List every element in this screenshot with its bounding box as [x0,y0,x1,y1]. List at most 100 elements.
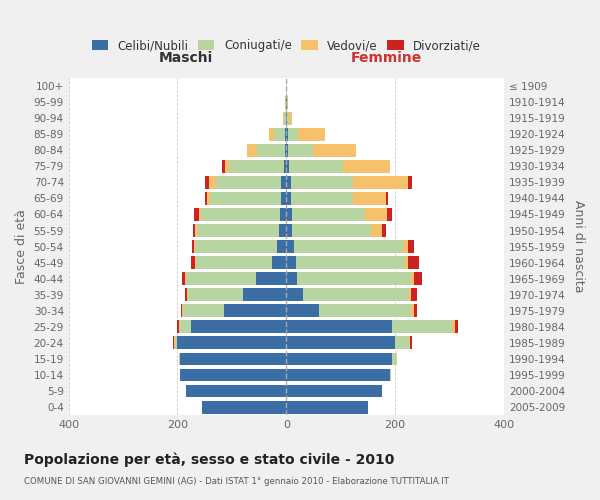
Bar [392,352,397,366]
Bar [409,336,410,349]
Bar [178,336,286,349]
Bar [188,288,243,301]
Bar [455,320,458,334]
Bar [289,160,343,172]
Bar [215,176,281,189]
Bar [412,288,417,301]
Bar [185,272,256,285]
Bar [353,192,386,205]
Bar [175,336,178,349]
Y-axis label: Anni di nascita: Anni di nascita [572,200,585,293]
Bar [178,320,179,334]
Bar [283,112,284,124]
Bar [225,160,229,172]
Bar [201,208,280,221]
Bar [285,128,286,140]
Bar [182,272,185,285]
Bar [286,160,289,172]
Bar [286,336,395,349]
Bar [414,272,422,285]
Bar [194,208,199,221]
Bar [199,208,201,221]
Y-axis label: Fasce di età: Fasce di età [15,209,28,284]
Bar [392,320,452,334]
Bar [286,256,296,269]
Bar [289,112,292,124]
Bar [287,96,289,108]
Bar [296,256,405,269]
Legend: Celibi/Nubili, Coniugati/e, Vedovi/e, Divorziati/e: Celibi/Nubili, Coniugati/e, Vedovi/e, Di… [89,36,484,54]
Bar [343,160,389,172]
Bar [180,320,191,334]
Bar [286,304,319,317]
Bar [208,192,210,205]
Bar [288,128,298,140]
Bar [247,144,257,156]
Bar [287,112,289,124]
Bar [284,160,286,172]
Bar [302,288,409,301]
Bar [280,208,286,221]
Bar [179,320,180,334]
Bar [272,256,286,269]
Bar [412,304,414,317]
Bar [202,400,286,413]
Bar [292,224,371,237]
Bar [229,160,284,172]
Bar [382,224,386,237]
Bar [286,224,292,237]
Bar [290,176,353,189]
Bar [395,336,409,349]
Bar [195,256,196,269]
Bar [407,176,412,189]
Bar [286,240,294,253]
Bar [409,288,412,301]
Bar [224,304,286,317]
Bar [185,384,286,398]
Bar [210,192,281,205]
Bar [403,240,408,253]
Bar [187,288,188,301]
Bar [289,144,313,156]
Bar [180,352,286,366]
Bar [286,208,292,221]
Text: Maschi: Maschi [159,50,214,64]
Bar [412,272,414,285]
Bar [196,256,272,269]
Bar [286,384,382,398]
Bar [194,240,196,253]
Bar [281,176,286,189]
Bar [294,240,403,253]
Bar [281,192,286,205]
Bar [277,240,286,253]
Bar [286,176,290,189]
Bar [410,336,412,349]
Bar [183,304,224,317]
Bar [193,224,196,237]
Bar [319,304,412,317]
Bar [298,128,325,140]
Bar [286,128,288,140]
Bar [297,272,412,285]
Text: COMUNE DI SAN GIOVANNI GEMINI (AG) - Dati ISTAT 1° gennaio 2010 - Elaborazione T: COMUNE DI SAN GIOVANNI GEMINI (AG) - Dat… [24,478,449,486]
Bar [414,304,417,317]
Bar [387,208,392,221]
Bar [269,128,274,140]
Bar [286,352,392,366]
Bar [286,400,368,413]
Bar [256,272,286,285]
Bar [284,112,286,124]
Bar [278,224,286,237]
Bar [191,320,286,334]
Bar [191,256,195,269]
Bar [407,256,419,269]
Bar [286,320,392,334]
Bar [243,288,286,301]
Bar [222,160,225,172]
Bar [371,224,382,237]
Bar [286,272,297,285]
Bar [274,128,285,140]
Bar [284,144,286,156]
Bar [205,176,209,189]
Text: Popolazione per età, sesso e stato civile - 2010: Popolazione per età, sesso e stato civil… [24,452,394,467]
